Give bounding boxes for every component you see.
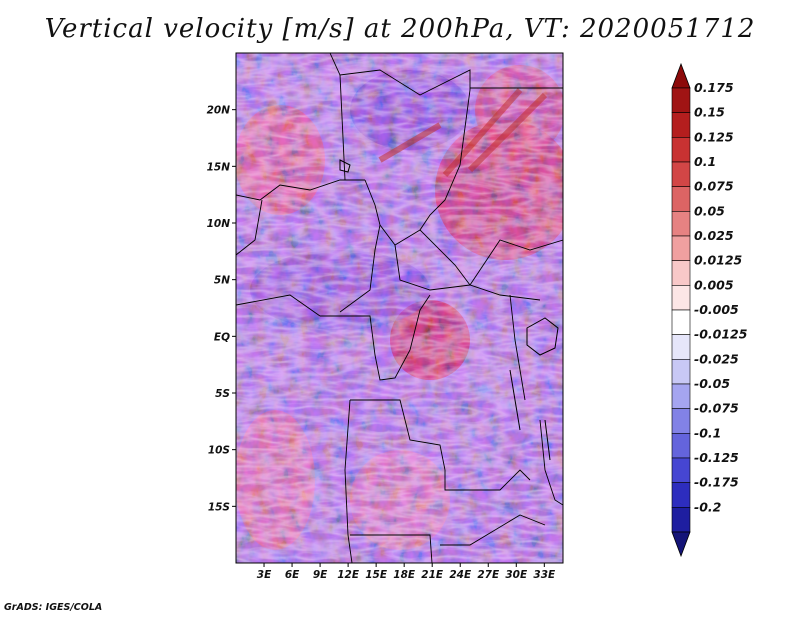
lakes	[339, 159, 559, 461]
lat-tick-label: 5S	[215, 388, 230, 400]
colorbar-label: -0.075	[694, 401, 739, 416]
lon-tick-label: 33E	[533, 569, 556, 581]
colorbar-swatch	[671, 507, 691, 533]
colorbar-label: 0.125	[694, 129, 734, 144]
colorbar-label: -0.175	[694, 475, 739, 490]
colorbar-swatch	[671, 359, 691, 385]
border-chad-sudan	[419, 89, 471, 286]
lon-tick-label: 30E	[505, 569, 528, 581]
lat-tick-label: 5N	[214, 275, 230, 287]
border-car-south	[394, 244, 541, 301]
chart-title: Vertical velocity [m/s] at 200hPa, VT: 2…	[44, 14, 756, 44]
colorbar-swatch	[671, 112, 691, 138]
border-namibia	[350, 534, 433, 563]
lon-tick-label: 27E	[477, 569, 500, 581]
colorbar-swatch	[671, 186, 691, 212]
border-niger-nigeria	[236, 179, 365, 201]
lon-tick-label: 15E	[365, 569, 388, 581]
border-cameroon-nigeria	[339, 224, 381, 313]
border-malawi	[539, 419, 563, 506]
grads-credit: GrADS: IGES/COLA	[4, 602, 103, 613]
colorbar-label: -0.0125	[694, 327, 748, 342]
border-benin	[236, 199, 263, 256]
colorbar-swatch	[671, 87, 691, 113]
lon-tick-label: 6E	[285, 569, 300, 581]
colorbar-label: 0.0125	[694, 253, 743, 268]
colorbar-swatch	[671, 235, 691, 261]
streak-texture	[236, 53, 563, 563]
colorbar-label: -0.005	[694, 302, 739, 317]
lake-chad	[339, 159, 351, 173]
border-caprivi	[440, 514, 546, 546]
colorbar-swatch	[671, 211, 691, 237]
lon-tick-label: 24E	[449, 569, 472, 581]
lat-tick-label: 10S	[208, 445, 230, 457]
lat-tick-label: EQ	[214, 331, 230, 343]
lon-tick-label: 3E	[257, 569, 272, 581]
lon-tick-label: 18E	[393, 569, 416, 581]
colorbar-label: 0.175	[694, 80, 734, 95]
lat-tick-label: 10N	[207, 218, 231, 230]
lon-tick-label: 12E	[337, 569, 360, 581]
colorbar-bottom-cap	[671, 531, 691, 558]
colorbar-swatch	[671, 433, 691, 459]
lake-victoria	[526, 317, 559, 356]
colorbar-swatch	[671, 161, 691, 187]
border-zambia	[444, 469, 531, 491]
colorbar-label: -0.2	[694, 499, 721, 514]
border-drc-east	[509, 294, 526, 401]
jet-streaks	[378, 88, 548, 177]
colorbar-label: 0.005	[694, 277, 734, 292]
latitude-axis: 20N 15N 10N 5N EQ 5S 10S 15S	[207, 105, 236, 513]
longitude-axis: 3E 6E 9E 12E 15E 18E 21E 24E 27E 30E 33E	[257, 563, 556, 581]
border-south-sudan	[469, 239, 563, 286]
colorbar-swatch	[671, 457, 691, 483]
colorbar-label: -0.125	[694, 450, 739, 465]
colorbar-label: 0.15	[694, 105, 725, 120]
colorbar-swatch	[671, 334, 691, 360]
colorbar-label: 0.05	[694, 203, 725, 218]
map-panel	[236, 53, 563, 563]
colorbar-swatch	[671, 408, 691, 434]
colorbar-top-cap	[671, 62, 691, 89]
colorbar-label: 0.075	[694, 179, 734, 194]
colorbar-swatch	[671, 482, 691, 508]
border-angola-drc	[350, 399, 446, 471]
coastline-gulf	[236, 294, 321, 317]
lat-tick-label: 15S	[208, 501, 230, 513]
colorbar-swatch	[671, 137, 691, 163]
colorbar-label: 0.1	[694, 154, 716, 169]
colorbar-label: 0.025	[694, 228, 734, 243]
lake-tanganyika	[509, 369, 521, 431]
colorbar-label: -0.05	[694, 376, 730, 391]
colorbar-label: -0.025	[694, 351, 739, 366]
lat-tick-label: 15N	[207, 161, 231, 173]
colorbar-swatch	[671, 260, 691, 286]
border-angola-west	[344, 399, 353, 563]
lake-malawi	[544, 419, 551, 461]
lon-tick-label: 21E	[421, 569, 444, 581]
colorbar: 0.175 0.15 0.125 0.1 0.075 0.05 0.025 0.0125 0.0…	[671, 62, 748, 558]
colorbar-swatch	[671, 309, 691, 335]
colorbar-swatch	[671, 285, 691, 311]
colorbar-swatch	[671, 383, 691, 409]
border-algeria-niger	[329, 53, 471, 96]
lat-tick-label: 20N	[207, 105, 231, 117]
border-congo	[320, 294, 431, 381]
map-frame	[235, 52, 564, 564]
lon-tick-label: 9E	[313, 569, 328, 581]
colorbar-label: -0.1	[694, 425, 721, 440]
country-borders	[236, 53, 563, 563]
